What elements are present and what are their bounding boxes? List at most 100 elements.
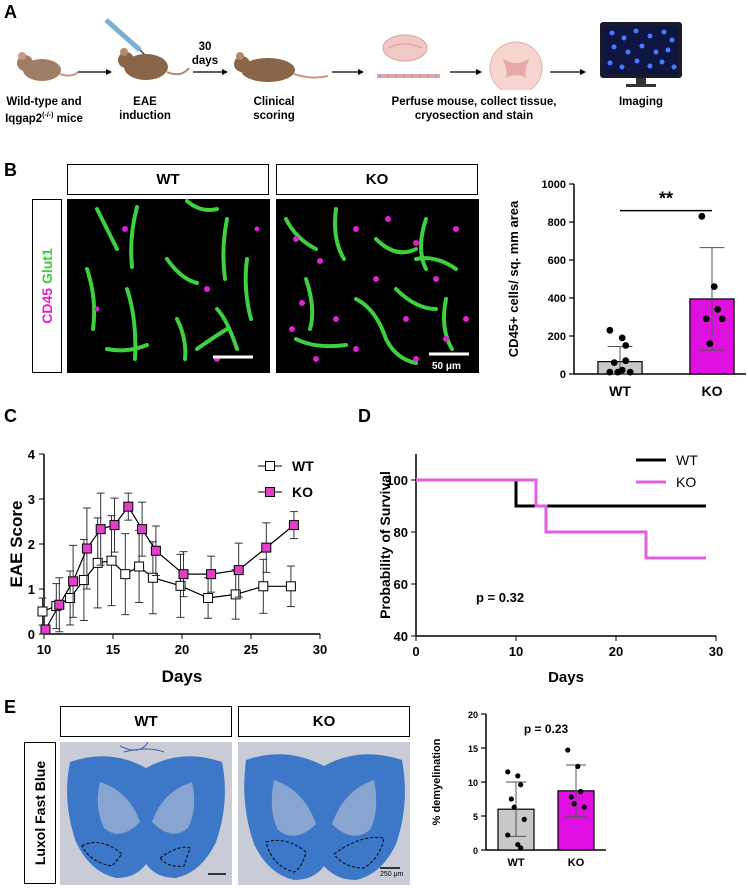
- data-point: [518, 782, 524, 788]
- data-point: [610, 359, 618, 366]
- data-point: [178, 569, 189, 580]
- data-point: [120, 569, 131, 580]
- chart-c-eae-score: 0 1 2 3 4 10 15 20 25 30 Days EAE Score WT KO: [10, 447, 327, 686]
- stain-label-e: Luxol Fast Blue: [24, 742, 56, 884]
- x-tick-label: 30: [709, 644, 723, 659]
- data-point: [505, 769, 511, 775]
- data-point: [54, 599, 65, 610]
- y-axis-label: EAE Score: [10, 501, 26, 588]
- legend-label: KO: [292, 484, 313, 500]
- x-category-label: KO: [702, 383, 723, 399]
- data-point: [581, 804, 587, 810]
- survival-line-wt: [416, 478, 706, 508]
- y-tick-label: 5: [473, 812, 478, 822]
- data-point: [622, 357, 630, 365]
- p-value-annotation: p = 0.23: [524, 722, 569, 736]
- data-point: [258, 581, 269, 592]
- micrograph-wt-b: [67, 199, 270, 373]
- data-point: [175, 580, 186, 591]
- ko-header-b: KO: [276, 164, 478, 195]
- brain-icon: [382, 34, 428, 62]
- y-tick-label: 2: [28, 537, 35, 552]
- data-point: [288, 520, 299, 531]
- data-point: [78, 575, 89, 585]
- data-point: [521, 816, 527, 822]
- p-value-annotation: p = 0.32: [476, 590, 524, 605]
- panel-label-b: B: [4, 160, 17, 180]
- data-point: [568, 794, 574, 800]
- y-tick-label: 0: [473, 846, 478, 856]
- data-point: [571, 801, 577, 807]
- x-category-label: WT: [609, 383, 631, 399]
- data-point: [622, 342, 630, 349]
- data-point: [710, 283, 718, 290]
- x-tick-label: 25: [244, 642, 258, 657]
- x-category-label: WT: [507, 857, 524, 869]
- data-point: [123, 501, 134, 512]
- data-point: [147, 572, 158, 583]
- data-point: [81, 543, 92, 554]
- y-tick-label: 0: [28, 627, 35, 642]
- data-point: [106, 555, 117, 566]
- data-point: [515, 773, 521, 779]
- data-point: [626, 368, 634, 376]
- data-point: [65, 593, 76, 603]
- significance-marker: **: [659, 189, 673, 209]
- data-point: [137, 524, 148, 535]
- chart-e-demyelination: 0 5 10 15 20 WT KO % demyelination p = 0.23: [431, 710, 606, 869]
- y-tick-label: 80: [394, 525, 408, 540]
- data-point: [285, 581, 296, 592]
- y-tick-label: 400: [548, 293, 566, 305]
- data-point: [518, 845, 524, 851]
- data-point: [95, 524, 106, 535]
- y-tick-label: 600: [548, 255, 566, 267]
- legend-marker: [265, 487, 275, 497]
- x-tick-label: 20: [175, 642, 189, 657]
- y-tick-label: 4: [28, 447, 36, 462]
- data-point: [511, 804, 517, 810]
- legend-label: KO: [676, 474, 696, 490]
- chart-d-survival: 40 60 80 100 0 10 20 30 Days Probability of Survi…: [377, 452, 723, 686]
- data-point: [718, 315, 726, 323]
- x-tick-label: 15: [106, 642, 120, 657]
- scalebar-label-e: 250 μm: [380, 871, 404, 878]
- panel-label-a: A: [4, 2, 17, 22]
- chart-b-cd45: 0 200 400 600 800 1000 WT KO CD45+ cells/ sq. mm…: [506, 179, 746, 399]
- data-point: [134, 561, 145, 572]
- data-point: [515, 841, 521, 848]
- workflow-illustrations: [17, 18, 682, 90]
- data-point: [233, 565, 244, 576]
- x-tick-label: 30: [313, 642, 327, 657]
- x-tick-label: 10: [37, 642, 51, 657]
- workflow-step-2: EAE induction: [119, 96, 171, 122]
- x-category-label: KO: [568, 857, 585, 869]
- data-point: [150, 545, 161, 556]
- data-point: [565, 747, 571, 753]
- scalebar-label-b: 50 μm: [432, 361, 461, 372]
- mouse-icon-3: [234, 52, 329, 82]
- data-point: [508, 796, 514, 802]
- workflow-step-1: Wild-type and Iqgap2(-/-) mice: [5, 96, 83, 125]
- data-point: [575, 763, 581, 769]
- y-tick-label: 800: [548, 217, 566, 229]
- workflow-step-5: Imaging: [618, 96, 664, 108]
- y-tick-label: 10: [468, 778, 478, 788]
- x-tick-label: 10: [509, 644, 523, 659]
- workflow-delay: 30 days: [191, 41, 219, 67]
- y-axis-label: % demyelination: [431, 738, 443, 825]
- micrograph-ko-e: [238, 742, 410, 885]
- stain-label-b: CD45 Glut1: [32, 199, 62, 373]
- data-point: [578, 788, 584, 795]
- series-line-ko: [44, 505, 295, 630]
- legend-label: WT: [292, 458, 314, 474]
- data-point: [606, 368, 614, 376]
- y-tick-label: 0: [560, 369, 566, 381]
- wt-header-b: WT: [67, 164, 269, 195]
- series-line-wt: [42, 560, 291, 613]
- spinal-cord-icon: [377, 74, 440, 78]
- panel-label-e: E: [4, 697, 17, 717]
- spinal-section-icon: [489, 41, 543, 90]
- y-tick-label: 3: [28, 492, 35, 507]
- y-tick-label: 20: [468, 710, 478, 720]
- y-axis-label: Probability of Survival: [377, 471, 393, 619]
